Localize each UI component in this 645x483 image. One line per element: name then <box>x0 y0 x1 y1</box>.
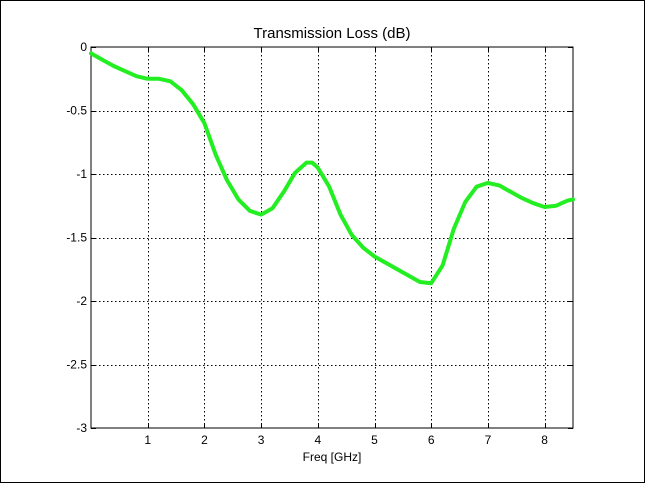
y-tick-label: -1.5 <box>66 231 87 245</box>
plot-area <box>90 46 574 429</box>
x-tick-label: 8 <box>541 433 548 447</box>
x-tick-label: 4 <box>314 433 321 447</box>
x-tick-label: 3 <box>258 433 265 447</box>
x-tick-label: 6 <box>428 433 435 447</box>
x-tick-label: 7 <box>485 433 492 447</box>
axis-ticks <box>91 47 573 429</box>
x-axis-tick-labels: 1 2 3 4 5 6 7 8 <box>144 433 548 447</box>
grid-lines <box>91 47 573 428</box>
y-tick-label: -3 <box>76 421 87 435</box>
y-tick-label: -2.5 <box>66 358 87 372</box>
series-line-transmission-loss <box>89 51 575 286</box>
y-tick-label: -2 <box>76 294 87 308</box>
x-tick-label: 2 <box>201 433 208 447</box>
chart-title: Transmission Loss (dB) <box>254 25 411 42</box>
y-tick-label: 0 <box>80 40 87 54</box>
y-tick-label: -1 <box>76 167 87 181</box>
x-tick-label: 5 <box>371 433 378 447</box>
y-axis-tick-labels: 0 -0.5 -1 -1.5 -2 -2.5 -3 <box>66 40 87 435</box>
y-tick-label: -0.5 <box>66 104 87 118</box>
x-axis-label: Freq [GHz] <box>303 450 362 464</box>
x-tick-label: 1 <box>144 433 151 447</box>
